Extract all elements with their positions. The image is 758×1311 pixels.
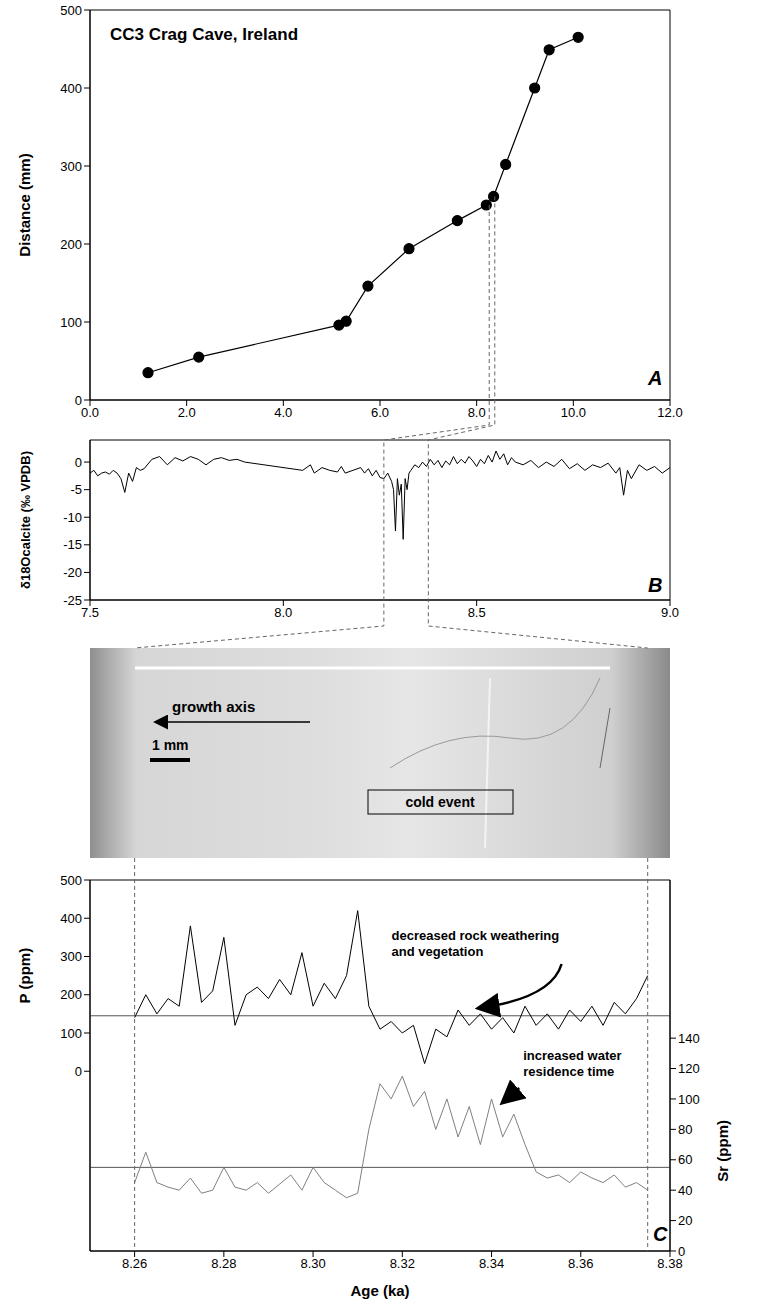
svg-text:0: 0 bbox=[75, 455, 82, 470]
svg-text:100: 100 bbox=[60, 1026, 82, 1041]
svg-text:4.0: 4.0 bbox=[274, 405, 292, 420]
svg-text:8.5: 8.5 bbox=[468, 605, 486, 620]
svg-text:2.0: 2.0 bbox=[178, 405, 196, 420]
svg-text:growth axis: growth axis bbox=[172, 698, 255, 715]
svg-text:Distance (mm): Distance (mm) bbox=[16, 153, 33, 256]
svg-text:Sr (ppm): Sr (ppm) bbox=[714, 1120, 731, 1182]
svg-text:8.0: 8.0 bbox=[274, 605, 292, 620]
svg-text:8.30: 8.30 bbox=[300, 1256, 325, 1271]
svg-text:-25: -25 bbox=[63, 593, 82, 608]
svg-text:-5: -5 bbox=[70, 482, 82, 497]
svg-text:8.26: 8.26 bbox=[122, 1256, 147, 1271]
svg-text:400: 400 bbox=[60, 81, 82, 96]
svg-text:9.0: 9.0 bbox=[661, 605, 679, 620]
svg-text:500: 500 bbox=[60, 873, 82, 888]
svg-text:decreased rock weathering: decreased rock weathering bbox=[392, 928, 560, 943]
svg-text:P (ppm): P (ppm) bbox=[16, 948, 33, 1004]
svg-text:8.34: 8.34 bbox=[479, 1256, 504, 1271]
svg-text:CC3 Crag Cave, Ireland: CC3 Crag Cave, Ireland bbox=[110, 25, 298, 44]
svg-text:0: 0 bbox=[75, 1064, 82, 1079]
svg-text:and vegetation: and vegetation bbox=[392, 944, 484, 959]
svg-text:-20: -20 bbox=[63, 565, 82, 580]
svg-text:1 mm: 1 mm bbox=[152, 737, 189, 753]
svg-text:140: 140 bbox=[678, 1031, 700, 1046]
svg-text:10.0: 10.0 bbox=[561, 405, 586, 420]
svg-text:A: A bbox=[647, 367, 662, 389]
svg-text:100: 100 bbox=[60, 315, 82, 330]
svg-text:Age (ka): Age (ka) bbox=[350, 1282, 409, 1299]
svg-text:60: 60 bbox=[678, 1152, 692, 1167]
svg-text:8.28: 8.28 bbox=[211, 1256, 236, 1271]
svg-text:0.0: 0.0 bbox=[81, 405, 99, 420]
svg-text:cold event: cold event bbox=[405, 794, 475, 810]
svg-text:20: 20 bbox=[678, 1213, 692, 1228]
svg-text:400: 400 bbox=[60, 911, 82, 926]
svg-text:80: 80 bbox=[678, 1122, 692, 1137]
svg-text:increased water: increased water bbox=[523, 1048, 621, 1063]
svg-text:8.32: 8.32 bbox=[390, 1256, 415, 1271]
svg-text:200: 200 bbox=[60, 987, 82, 1002]
svg-text:200: 200 bbox=[60, 237, 82, 252]
svg-text:120: 120 bbox=[678, 1061, 700, 1076]
svg-text:300: 300 bbox=[60, 159, 82, 174]
svg-text:-15: -15 bbox=[63, 537, 82, 552]
svg-text:0: 0 bbox=[75, 393, 82, 408]
svg-text:100: 100 bbox=[678, 1092, 700, 1107]
svg-text:residence time: residence time bbox=[523, 1064, 614, 1079]
svg-text:δ18Ocalcite (‰ VPDB): δ18Ocalcite (‰ VPDB) bbox=[18, 451, 33, 589]
svg-text:300: 300 bbox=[60, 949, 82, 964]
svg-text:B: B bbox=[648, 574, 662, 596]
svg-text:40: 40 bbox=[678, 1183, 692, 1198]
svg-text:7.5: 7.5 bbox=[81, 605, 99, 620]
svg-text:-10: -10 bbox=[63, 510, 82, 525]
svg-text:12.0: 12.0 bbox=[657, 405, 682, 420]
svg-text:C: C bbox=[653, 1223, 668, 1245]
svg-text:500: 500 bbox=[60, 3, 82, 18]
svg-text:8.0: 8.0 bbox=[468, 405, 486, 420]
svg-text:0: 0 bbox=[678, 1244, 685, 1259]
svg-text:8.38: 8.38 bbox=[657, 1256, 683, 1272]
svg-text:6.0: 6.0 bbox=[371, 405, 389, 420]
svg-text:8.36: 8.36 bbox=[568, 1256, 593, 1271]
